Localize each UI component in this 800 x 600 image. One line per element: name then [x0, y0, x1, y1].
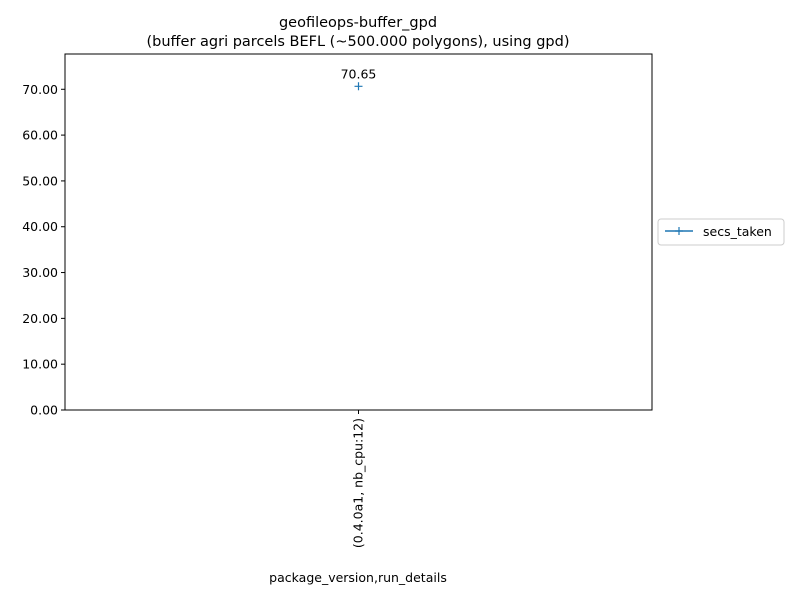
y-tick-label: 30.00 [22, 265, 58, 280]
legend[interactable]: secs_taken [657, 218, 785, 246]
x-axis-label: package_version,run_details [269, 570, 447, 585]
plot-area [64, 53, 653, 411]
legend-marker-plus [675, 227, 683, 235]
x-tick-label: (0.4.0a1, nb_cpu:12) [351, 418, 366, 548]
y-axis: 0.00 10.00 20.00 30.00 40.00 50.00 60.00 70.00 [22, 82, 65, 418]
y-tick-label: 60.00 [22, 128, 58, 143]
chart-title: geofileops-buffer_gpd [279, 15, 437, 31]
y-tick-label: 20.00 [22, 311, 58, 326]
legend-item-secs-taken: secs_taken [703, 224, 772, 239]
chart-subtitle: (buffer agri parcels BEFL (~500.000 poly… [147, 34, 570, 50]
y-tick-label: 70.00 [22, 82, 58, 97]
y-tick-label: 10.00 [22, 357, 58, 372]
y-tick-label: 40.00 [22, 219, 58, 234]
x-axis: (0.4.0a1, nb_cpu:12) [351, 410, 366, 548]
legend-box [657, 218, 785, 246]
y-tick-label: 50.00 [22, 173, 58, 188]
series-layer: 70.65 [341, 66, 377, 91]
y-tick-label: 0.00 [30, 403, 58, 418]
data-label: 70.65 [341, 66, 377, 81]
data-point-marker [354, 82, 363, 91]
